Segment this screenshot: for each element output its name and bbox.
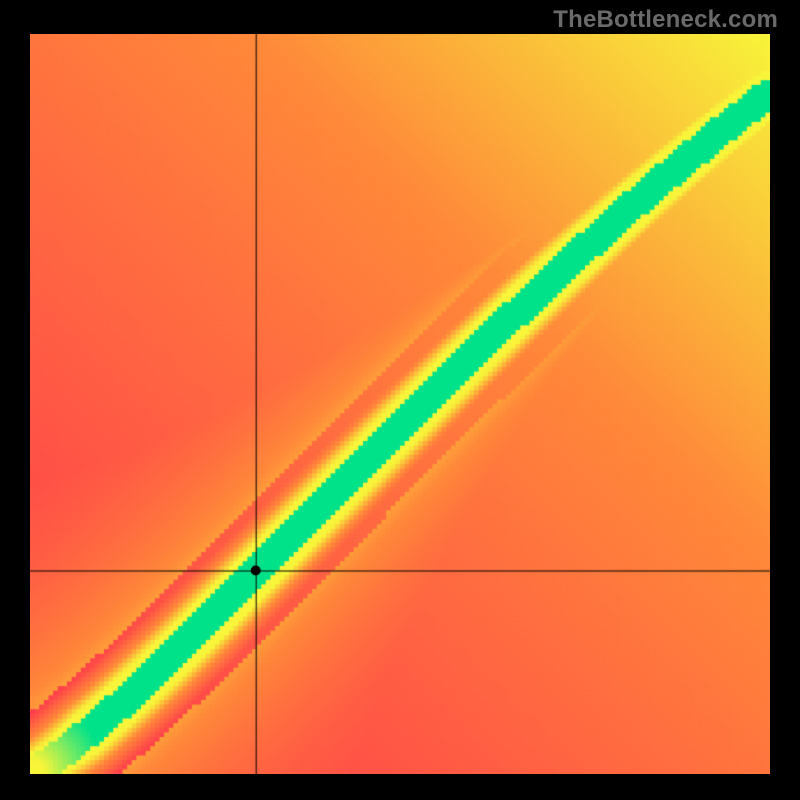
chart-frame: TheBottleneck.com bbox=[0, 0, 800, 800]
plot-area bbox=[30, 34, 770, 774]
watermark-text: TheBottleneck.com bbox=[553, 6, 778, 34]
heatmap-canvas bbox=[30, 34, 770, 774]
